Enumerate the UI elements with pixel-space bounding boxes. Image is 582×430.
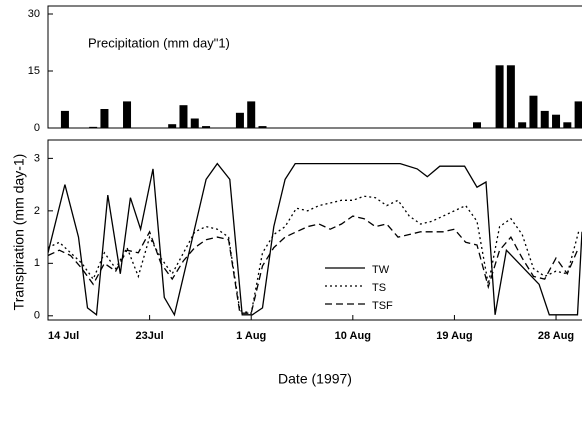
x-tick-label: 19 Aug [436, 330, 472, 342]
bar [89, 126, 98, 128]
bar [495, 65, 504, 128]
legend-label: TS [372, 282, 386, 294]
bar [247, 101, 256, 128]
bar [529, 95, 538, 128]
bar [518, 122, 527, 128]
bar [202, 126, 211, 128]
bar [473, 122, 482, 128]
top-frame [47, 5, 582, 129]
bar [123, 101, 132, 128]
bar [190, 118, 199, 128]
bar [563, 122, 572, 128]
legend-label: TSF [372, 300, 393, 312]
series-line [48, 195, 580, 314]
x-tick-label: 1 Aug [236, 330, 266, 342]
bar [540, 110, 549, 128]
x-tick-label: 23Jul [136, 330, 164, 342]
y-tick-label: 0 [34, 310, 40, 322]
bar [574, 101, 582, 128]
x-tick-label: 14 Jul [48, 330, 79, 342]
bottom-frame [47, 139, 582, 321]
y-tick-label: 15 [28, 65, 40, 77]
series-line [48, 215, 580, 314]
y-tick-label: 0 [34, 122, 40, 134]
bar [60, 110, 69, 128]
y-tick-label: 2 [34, 205, 40, 217]
y-tick-label: 1 [34, 257, 40, 269]
bar [552, 114, 561, 128]
bar [235, 112, 244, 128]
legend-label: TW [372, 264, 390, 276]
bar [506, 65, 515, 128]
x-tick-label: 10 Aug [335, 330, 371, 342]
x-axis-title: Date (1997) [278, 371, 352, 387]
x-tick-label: 28 Aug [538, 330, 574, 342]
bar [168, 124, 177, 128]
y-axis-title: Transpiration (mm day-1) [11, 154, 27, 311]
bar [258, 126, 267, 128]
bar [100, 109, 109, 128]
bar [179, 105, 188, 128]
series-line [48, 162, 582, 317]
precip-title: Precipitation (mm day"1) [88, 35, 230, 50]
y-tick-label: 30 [28, 8, 40, 20]
y-tick-label: 3 [34, 152, 40, 164]
